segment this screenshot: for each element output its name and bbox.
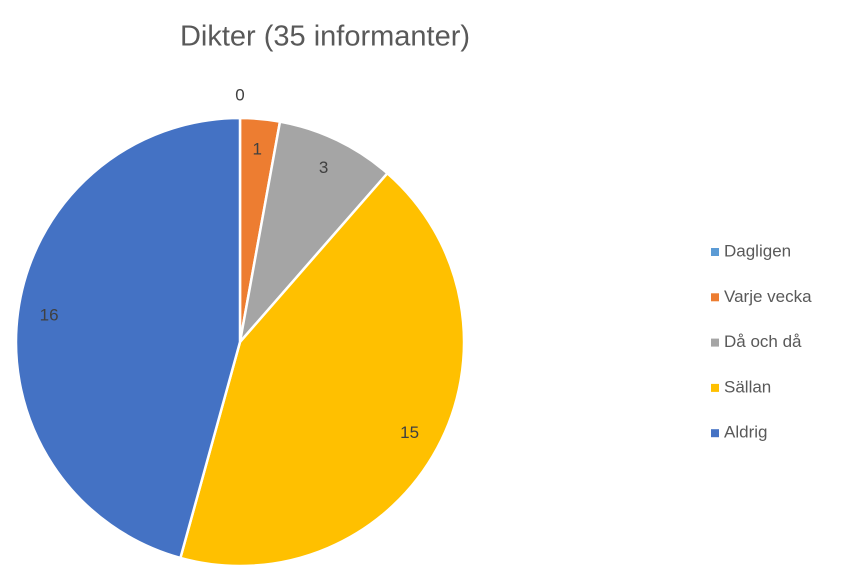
legend-label: Aldrig [724, 423, 767, 442]
data-label: 16 [40, 306, 59, 325]
legend-label: Varje vecka [724, 287, 812, 306]
legend-swatch [711, 338, 719, 347]
data-label: 15 [400, 423, 419, 442]
legend-label: Då och då [724, 332, 802, 351]
legend-swatch [711, 293, 719, 302]
legend-swatch [711, 429, 719, 438]
legend-label: Dagligen [724, 241, 791, 260]
data-label: 3 [319, 158, 328, 177]
chart-title: Dikter (35 informanter) [180, 21, 470, 53]
pie-slice [14, 116, 242, 560]
legend-swatch [711, 248, 719, 256]
data-label: 1 [253, 140, 262, 159]
pie-slice [179, 172, 466, 567]
legend-swatch [711, 383, 719, 392]
legend: Dagligen Varje vecka Då och då Sällan Aldrig [711, 241, 812, 442]
pie-slice [238, 120, 389, 344]
data-label: 0 [235, 85, 244, 104]
legend-label: Sällan [724, 377, 771, 396]
